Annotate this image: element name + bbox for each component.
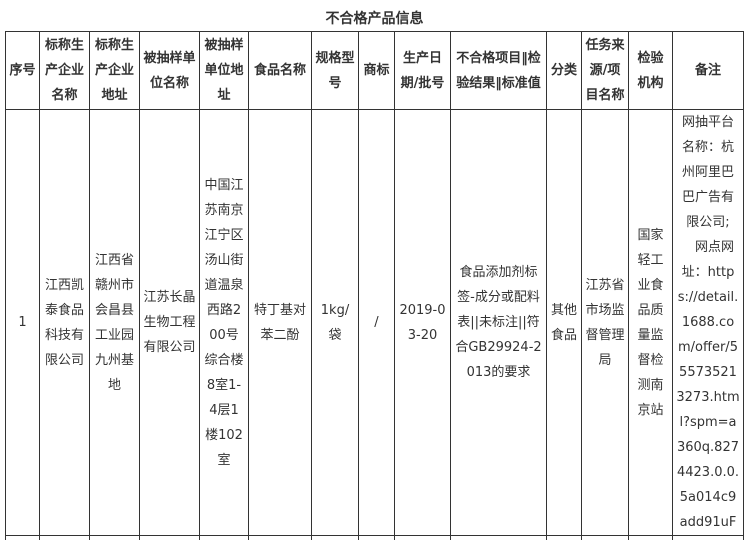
empty-cell <box>394 535 451 540</box>
col-header-producer-name: 标称生产企业名称 <box>39 31 90 110</box>
empty-cell <box>248 535 312 540</box>
col-header-spec-model: 规格型号 <box>311 31 359 110</box>
col-header-production-date: 生产日期/批号 <box>394 31 451 110</box>
cell-food-name: 特丁基对苯二酚 <box>248 109 312 536</box>
cell-failed-item: 食品添加剂标签-成分或配料表||未标注||符合GB29924-2013的要求 <box>450 109 547 536</box>
cell-producer-address: 江西省赣州市会昌县工业园九州基地 <box>89 109 140 536</box>
empty-cell <box>199 535 249 540</box>
empty-cell <box>5 535 40 540</box>
table-row-partial <box>5 535 744 540</box>
col-header-producer-address: 标称生产企业地址 <box>89 31 140 110</box>
col-header-brand: 商标 <box>358 31 395 110</box>
empty-cell <box>628 535 673 540</box>
col-header-category: 分类 <box>546 31 582 110</box>
cell-spec-model: 1kg/袋 <box>311 109 359 536</box>
cell-remark: 网抽平台名称：杭州阿里巴巴广告有限公司; 网点网址：https://detail… <box>672 109 744 536</box>
remark-url-text: 网点网址：https://detail.1688.com/offer/55573… <box>676 240 740 530</box>
cell-production-date: 2019-03-20 <box>394 109 451 536</box>
empty-cell <box>139 535 200 540</box>
products-table: 序号 标称生产企业名称 标称生产企业地址 被抽样单位名称 被抽样单位地址 食品名… <box>5 31 744 540</box>
table-header-row: 序号 标称生产企业名称 标称生产企业地址 被抽样单位名称 被抽样单位地址 食品名… <box>5 31 744 110</box>
cell-seq: 1 <box>5 109 40 536</box>
empty-cell <box>358 535 395 540</box>
empty-cell <box>89 535 140 540</box>
col-header-remark: 备注 <box>672 31 744 110</box>
col-header-seq: 序号 <box>5 31 40 110</box>
col-header-sampled-unit-address: 被抽样单位地址 <box>199 31 249 110</box>
page-title: 不合格产品信息 <box>325 11 424 27</box>
table-row: 1 江西凯泰食品科技有限公司 江西省赣州市会昌县工业园九州基地 江苏长晶生物工程… <box>5 109 744 536</box>
col-header-sampled-unit-name: 被抽样单位名称 <box>139 31 200 110</box>
cell-sampled-unit-name: 江苏长晶生物工程有限公司 <box>139 109 200 536</box>
empty-cell <box>581 535 629 540</box>
cell-brand: / <box>358 109 395 536</box>
col-header-failed-item: 不合格项目‖检验结果‖标准值 <box>450 31 547 110</box>
empty-cell <box>311 535 359 540</box>
remark-platform-text: 网抽平台名称：杭州阿里巴巴广告有限公司; <box>681 115 734 230</box>
empty-cell <box>546 535 582 540</box>
cell-category: 其他食品 <box>546 109 582 536</box>
col-header-inspection-agency: 检验机构 <box>628 31 673 110</box>
col-header-food-name: 食品名称 <box>248 31 312 110</box>
cell-producer-name: 江西凯泰食品科技有限公司 <box>39 109 90 536</box>
col-header-task-source: 任务来源/项目名称 <box>581 31 629 110</box>
empty-cell <box>672 535 744 540</box>
cell-inspection-agency: 国家轻工业食品质量监督检测南京站 <box>628 109 673 536</box>
empty-cell <box>450 535 547 540</box>
empty-cell <box>39 535 90 540</box>
cell-sampled-unit-address: 中国江苏南京江宁区汤山街道温泉西路200号综合楼8室1-4层1楼102室 <box>199 109 249 536</box>
cell-task-source: 江苏省市场监督管理局 <box>581 109 629 536</box>
